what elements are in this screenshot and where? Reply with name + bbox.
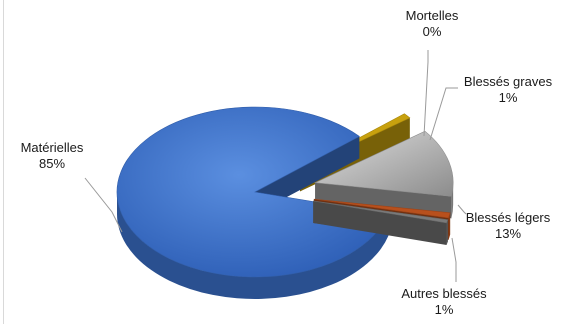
leader-line bbox=[429, 87, 458, 141]
slice-name-label: Blessés graves bbox=[464, 74, 553, 89]
leader-line bbox=[423, 50, 429, 137]
pie-slices bbox=[116, 106, 454, 299]
slice-percent-label: 1% bbox=[435, 302, 454, 317]
pie-slice-top bbox=[313, 200, 449, 224]
slice-percent-label: 0% bbox=[423, 24, 442, 39]
pie-slice-mortelles bbox=[313, 200, 449, 245]
chart-frame-edge bbox=[3, 0, 4, 324]
leader-line bbox=[84, 177, 123, 233]
slice-percent-label: 1% bbox=[499, 90, 518, 105]
slice-percent-label: 13% bbox=[495, 226, 521, 241]
pie-slice-top bbox=[314, 130, 454, 197]
pie-slice-side bbox=[451, 182, 454, 219]
slice-name-label: Matérielles bbox=[21, 140, 84, 155]
pie-slice-side bbox=[448, 212, 451, 240]
slice-name-label: Blessés légers bbox=[466, 210, 551, 225]
pie-slice-wall bbox=[255, 136, 360, 214]
pie-slice-side bbox=[446, 219, 448, 245]
pie-slice-wall bbox=[313, 200, 447, 245]
pie-slice-top bbox=[313, 198, 451, 219]
slice-name-label: Mortelles bbox=[406, 8, 459, 23]
leader-line bbox=[451, 237, 457, 282]
slice-percent-label: 85% bbox=[39, 156, 65, 171]
leader-line bbox=[457, 204, 467, 215]
pie-slice-side bbox=[117, 192, 389, 299]
slice-name-label: Autres blessés bbox=[401, 286, 487, 301]
pie-slice-top bbox=[116, 106, 389, 278]
